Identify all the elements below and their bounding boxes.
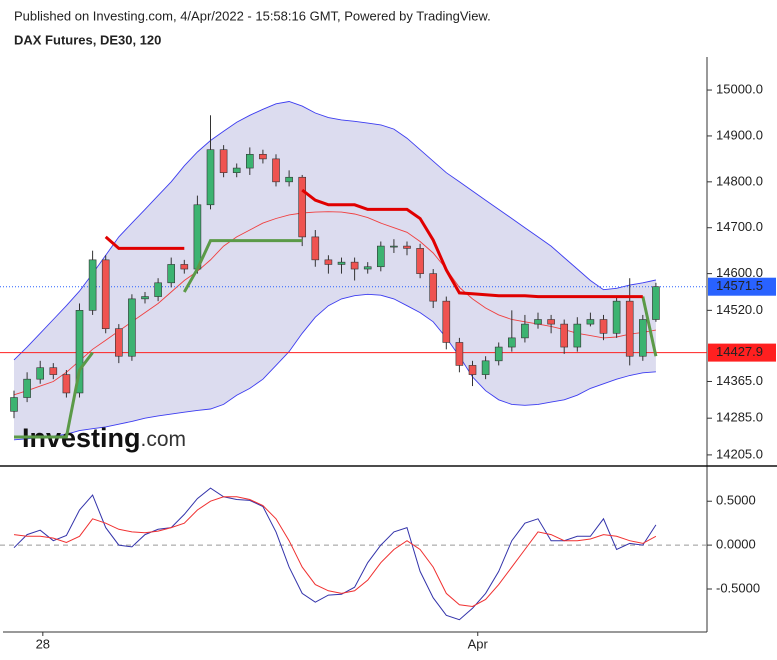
chart-subtitle: DAX Futures, DE30, 120 [14, 32, 161, 47]
candle-body [141, 296, 149, 300]
y-tick-label: 0.5000 [716, 493, 756, 508]
y-tick-label: 14365.0 [716, 373, 763, 388]
candle-body [128, 298, 136, 357]
y-tick-label: 14285.0 [716, 410, 763, 425]
candle-body [259, 153, 267, 160]
y-tick-label: 14520.0 [716, 302, 763, 317]
y-tick-label: -0.5000 [716, 580, 760, 595]
oscillator-line [13, 496, 657, 608]
candle-body [324, 259, 333, 265]
y-tick-label: 14800.0 [716, 173, 763, 188]
y-tick-label: 14205.0 [716, 446, 763, 461]
candle-body [180, 264, 189, 270]
candle-body [494, 346, 503, 362]
candle-body [23, 378, 31, 398]
candle-body [206, 149, 215, 206]
hline-box [708, 343, 776, 362]
candle-body [75, 310, 84, 394]
trend-up-line [14, 239, 658, 439]
y-tick-label: 15000.0 [716, 81, 763, 96]
candle-body [49, 367, 58, 375]
candle-body [416, 248, 424, 274]
candle-body [10, 397, 18, 412]
oscillator-line [13, 487, 657, 621]
plot-area: Investing.com [0, 101, 707, 453]
trend-down-line [104, 188, 643, 299]
candle-body [285, 176, 293, 183]
candle-body [350, 261, 359, 270]
y-tick-label: 14600.0 [716, 265, 763, 280]
candle-body [455, 342, 464, 366]
candle-body [599, 319, 608, 334]
x-tick-label: Apr [468, 636, 489, 651]
band-line [13, 101, 656, 361]
y-tick-label: 0.0000 [716, 537, 756, 552]
candle-body [311, 236, 320, 261]
last-price-box [708, 277, 776, 296]
candle-body [560, 323, 569, 348]
candle-body [586, 319, 595, 325]
candle-body [534, 319, 542, 325]
candle-body [337, 261, 346, 265]
candle-body [167, 264, 176, 284]
y-tick-label: 14900.0 [716, 127, 763, 142]
candle-body [390, 245, 398, 248]
y-tick-label: 14700.0 [716, 219, 763, 234]
candle-body [154, 282, 162, 297]
candle-body [612, 300, 621, 334]
band-line [13, 293, 656, 441]
hline-label: 14427.9 [716, 344, 763, 359]
chart-title: Published on Investing.com, 4/Apr/2022 -… [14, 8, 491, 23]
candle-body [429, 273, 438, 302]
candle-body [521, 323, 529, 339]
x-tick-label: 28 [36, 636, 50, 651]
watermark-suffix: .com [141, 428, 187, 451]
candle-body [442, 300, 451, 343]
candle-body [625, 300, 634, 357]
candle-body [246, 153, 254, 169]
candle-body [508, 337, 516, 348]
candle-body [232, 167, 241, 173]
candle-body [115, 328, 123, 357]
candle-body [481, 360, 490, 375]
last-price-label: 14571.5 [716, 278, 763, 293]
band-area [14, 101, 656, 440]
candle-body [62, 374, 71, 394]
candle-body [298, 176, 307, 238]
candle-body [101, 259, 110, 329]
candle-body [639, 319, 647, 357]
candle-body [88, 259, 97, 311]
candle-body [547, 319, 555, 325]
candle-body [219, 149, 228, 173]
candle-body [573, 323, 582, 348]
candle-body [468, 365, 477, 375]
candle-body [363, 266, 372, 270]
candle-body [272, 158, 280, 183]
candle-body [652, 286, 660, 320]
candle-body [36, 367, 45, 380]
candle-body [403, 245, 411, 249]
candle-body [193, 204, 202, 270]
candle-body [377, 245, 385, 268]
